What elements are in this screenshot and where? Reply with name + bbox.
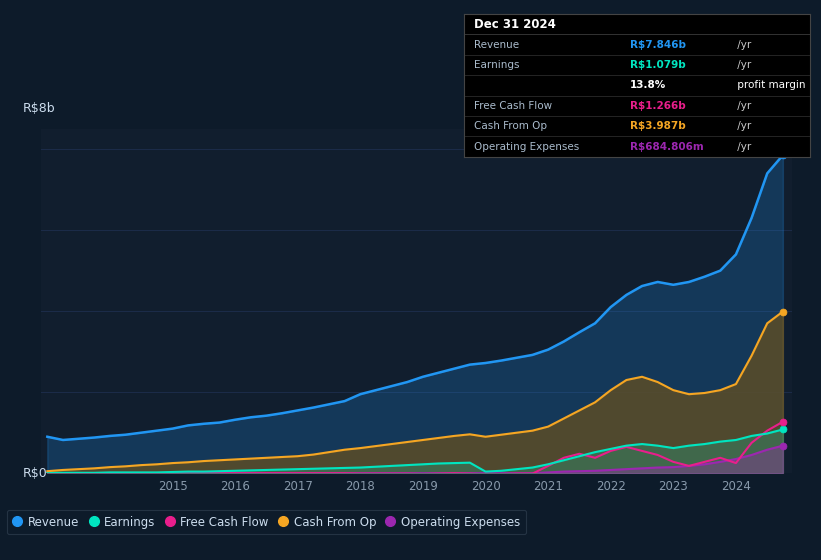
Text: /yr: /yr	[734, 142, 751, 152]
Text: R$7.846b: R$7.846b	[631, 40, 686, 50]
Text: R$1.266b: R$1.266b	[631, 101, 686, 111]
Text: /yr: /yr	[734, 60, 751, 70]
Text: /yr: /yr	[734, 121, 751, 131]
Text: Cash From Op: Cash From Op	[475, 121, 548, 131]
Text: Revenue: Revenue	[475, 40, 520, 50]
Text: R$1.079b: R$1.079b	[631, 60, 686, 70]
Text: Dec 31 2024: Dec 31 2024	[475, 18, 556, 31]
Text: Earnings: Earnings	[475, 60, 520, 70]
Text: R$3.987b: R$3.987b	[631, 121, 686, 131]
Text: Operating Expenses: Operating Expenses	[475, 142, 580, 152]
Text: R$684.806m: R$684.806m	[631, 142, 704, 152]
Legend: Revenue, Earnings, Free Cash Flow, Cash From Op, Operating Expenses: Revenue, Earnings, Free Cash Flow, Cash …	[7, 510, 526, 534]
Text: R$0: R$0	[22, 466, 47, 480]
Text: Free Cash Flow: Free Cash Flow	[475, 101, 553, 111]
Text: /yr: /yr	[734, 40, 751, 50]
Text: R$8b: R$8b	[22, 101, 55, 115]
Text: /yr: /yr	[734, 101, 751, 111]
Text: 13.8%: 13.8%	[631, 81, 667, 90]
Text: profit margin: profit margin	[734, 81, 805, 90]
